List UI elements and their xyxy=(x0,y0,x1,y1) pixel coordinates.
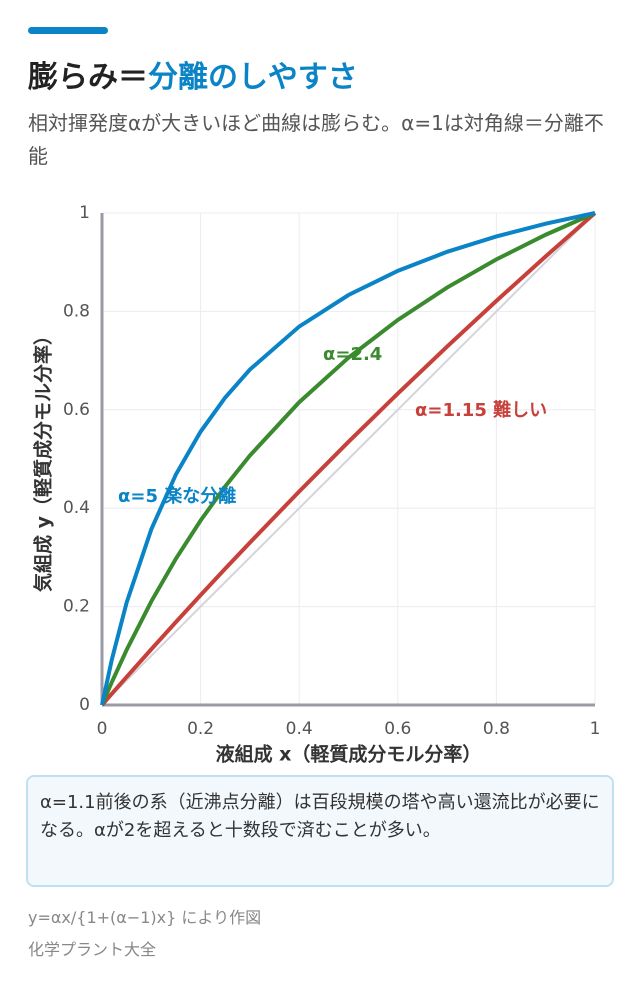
title-highlight: 分離のしやすさ xyxy=(148,60,358,95)
x-tick-label: 1 xyxy=(590,719,601,739)
curve xyxy=(100,211,597,707)
x-tick-label: 0.4 xyxy=(286,719,313,739)
y-tick-label: 0.6 xyxy=(63,400,90,420)
title-text: 膨らみ＝ xyxy=(28,60,148,95)
x-tick-label: 0.8 xyxy=(483,719,510,739)
accent-bar xyxy=(28,27,108,34)
y-axis-label: 気組成 y（軽質成分モル分率） xyxy=(32,326,55,592)
x-tick-label: 0 xyxy=(97,719,108,739)
x-axis-label: 液組成 x（軽質成分モル分率） xyxy=(216,743,482,766)
x-tick-label: 0.6 xyxy=(384,719,411,739)
note: α=1.1前後の系（近沸点分離）は百段規模の塔や高い還流比が必要になる。αが2を… xyxy=(26,775,614,887)
source: y=αx/{1+(α−1)x} により作図 xyxy=(28,908,262,927)
y-tick-label: 0.2 xyxy=(63,597,90,617)
y-tick-label: 0 xyxy=(79,695,90,715)
diagonal-line xyxy=(101,212,596,706)
chart: 0 0.2 0.4 0.6 0.8 1 0 0.2 0.4 0.6 0.8 1 液組成 x（軽質成分モル… xyxy=(32,203,601,766)
series-label: α=5 楽な分離 xyxy=(118,485,236,507)
series-label: α=2.4 xyxy=(323,344,382,365)
y-tick-label: 0.4 xyxy=(63,498,90,518)
curve xyxy=(100,211,596,706)
y-tick-label: 0.8 xyxy=(63,301,90,321)
title: 膨らみ＝分離のしやすさ xyxy=(28,52,358,96)
subtitle: 相対揮発度αが大きいほど曲線は膨らむ。α=1は対角線＝分離不能 xyxy=(28,111,604,168)
curve xyxy=(100,211,596,706)
credit: 化学プラント大全 xyxy=(28,940,157,959)
x-tick-label: 0.2 xyxy=(187,719,214,739)
y-tick-label: 1 xyxy=(79,203,90,223)
series-label: α=1.15 難しい xyxy=(415,399,547,421)
